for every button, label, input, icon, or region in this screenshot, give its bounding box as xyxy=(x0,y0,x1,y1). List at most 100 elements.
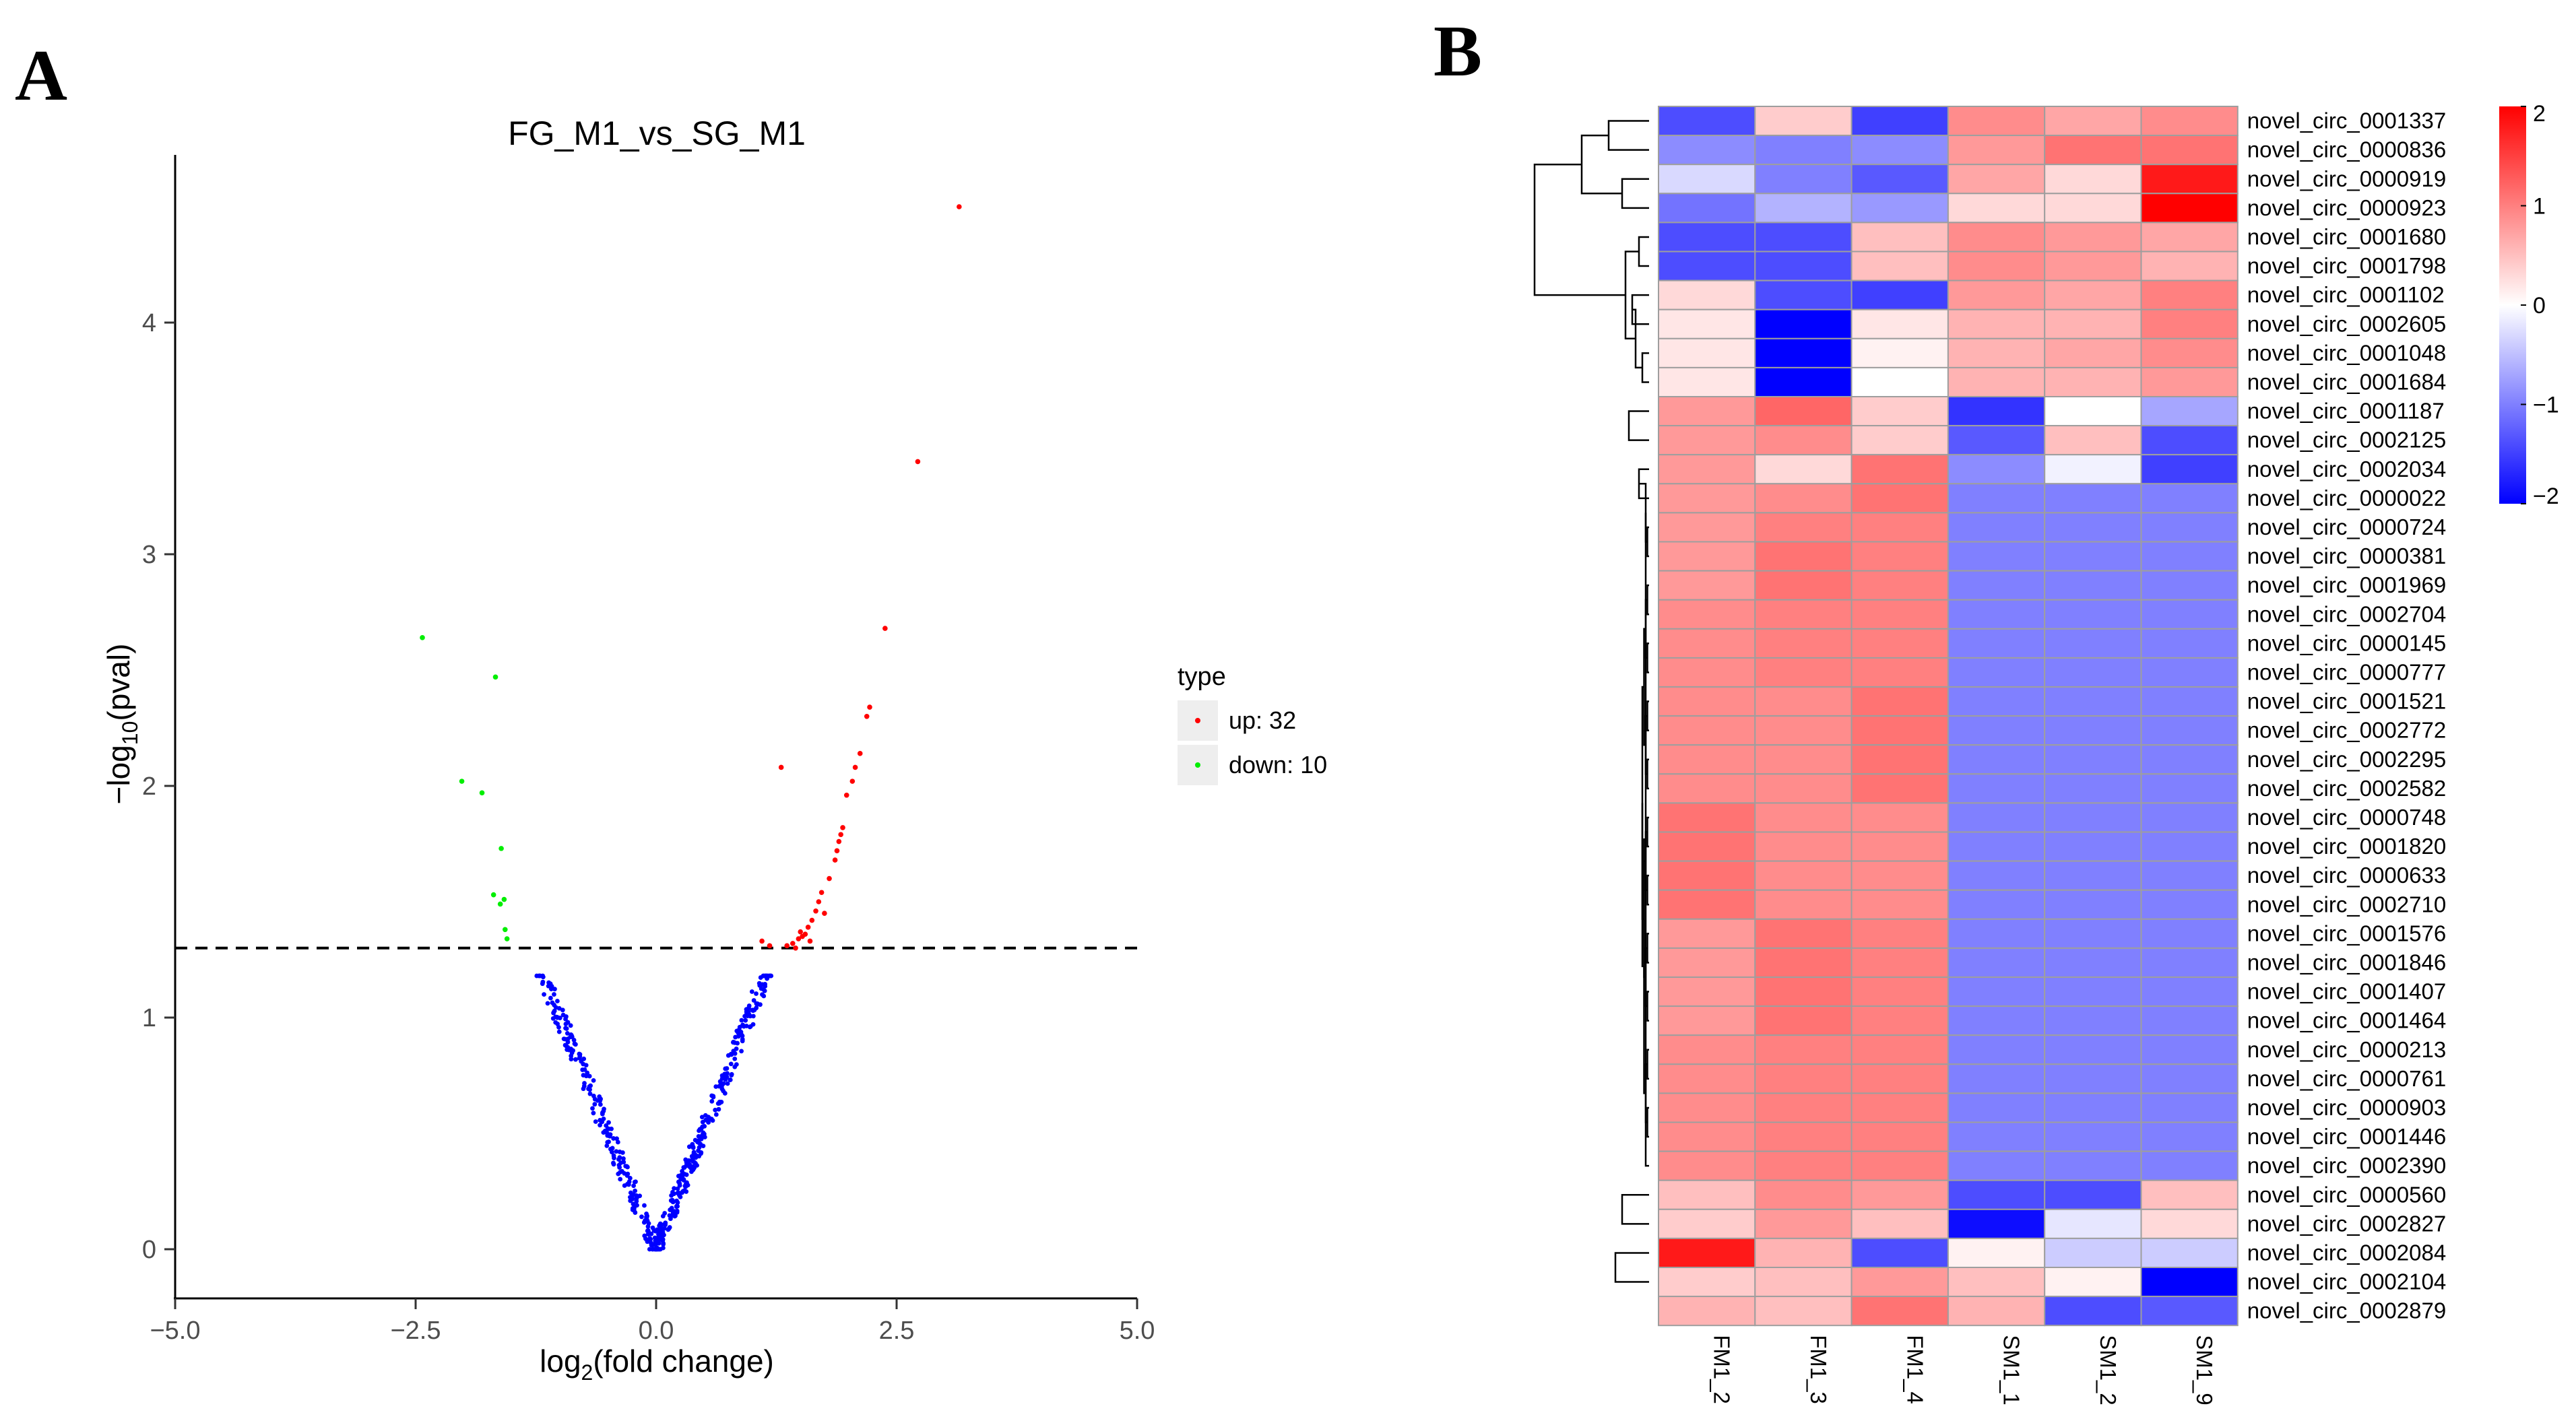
ns-point xyxy=(542,992,546,997)
up-point xyxy=(915,459,921,465)
row-label: novel_circ_0000213 xyxy=(2247,1037,2446,1062)
heatmap-cell xyxy=(1658,425,1756,456)
ns-point xyxy=(660,1245,666,1251)
x-tick-label: −5.0 xyxy=(150,1317,200,1345)
heatmap-cell xyxy=(1947,802,2046,833)
row-label: novel_circ_0002084 xyxy=(2247,1240,2446,1265)
heatmap-cell xyxy=(1947,483,2046,514)
row-label: novel_circ_0000724 xyxy=(2247,515,2446,539)
heatmap-cell xyxy=(1658,396,1756,427)
down-point xyxy=(490,892,496,898)
ns-point xyxy=(751,998,756,1003)
heatmap-cell xyxy=(1850,976,1949,1007)
ns-point xyxy=(619,1168,624,1174)
row-label: novel_circ_0001337 xyxy=(2247,108,2446,133)
volcano-title: FG_M1_vs_SG_M1 xyxy=(508,114,806,152)
dendrogram-branch xyxy=(1580,134,1622,195)
heatmap-cell xyxy=(2140,106,2239,137)
legend-key-dot xyxy=(1195,762,1200,768)
heatmap-cell xyxy=(1754,164,1853,195)
down-point xyxy=(492,674,498,680)
ns-point xyxy=(569,1053,574,1059)
colorbar-tick-label: −1 xyxy=(2533,393,2559,418)
heatmap-cell xyxy=(1754,947,1853,979)
heatmap-cell xyxy=(2140,1267,2239,1298)
row-label: novel_circ_0000022 xyxy=(2247,486,2446,510)
heatmap-cell xyxy=(2044,918,2142,949)
row-label: novel_circ_0001684 xyxy=(2247,369,2446,394)
heatmap-cell xyxy=(1850,773,1949,804)
ns-point xyxy=(675,1186,680,1191)
ns-point xyxy=(629,1194,635,1199)
ns-point xyxy=(696,1138,701,1144)
ns-point xyxy=(573,1042,578,1047)
heatmap-cell xyxy=(2044,541,2142,572)
colorbar-tick-label: 1 xyxy=(2533,194,2546,220)
ns-point xyxy=(563,1016,568,1022)
heatmap-cell xyxy=(1850,541,1949,572)
ns-point xyxy=(732,1056,738,1061)
dendrogram-branch xyxy=(1646,700,1649,731)
heatmap-cell xyxy=(2044,1296,2142,1327)
heatmap-cell xyxy=(1947,889,2046,920)
ns-point xyxy=(611,1160,616,1166)
heatmap-cell xyxy=(1754,773,1853,804)
ns-point xyxy=(763,982,768,987)
up-point xyxy=(818,890,825,896)
heatmap-cell xyxy=(1850,1267,1949,1298)
row-label: novel_circ_0000633 xyxy=(2247,863,2446,888)
heatmap-cell xyxy=(1658,599,1756,630)
heatmap-cell xyxy=(1754,512,1853,543)
ns-point xyxy=(713,1107,718,1113)
up-point xyxy=(805,925,811,930)
dendrogram-branch xyxy=(1646,874,1649,906)
ns-point xyxy=(587,1087,592,1092)
up-point xyxy=(759,938,765,944)
heatmap-cell xyxy=(1754,1063,1853,1094)
heatmap-cell xyxy=(2044,686,2142,717)
heatmap-cell xyxy=(1658,860,1756,891)
ns-point xyxy=(663,1220,668,1226)
ns-point xyxy=(581,1084,587,1089)
heatmap-cell xyxy=(1850,512,1949,543)
heatmap-cell xyxy=(2140,976,2239,1007)
heatmap-cell xyxy=(2140,222,2239,253)
heatmap-cell xyxy=(1947,1237,2046,1269)
ns-point xyxy=(676,1179,681,1185)
heatmap-cell xyxy=(2140,308,2239,339)
row-label: novel_circ_0002605 xyxy=(2247,311,2446,336)
ns-point xyxy=(647,1230,652,1236)
heatmap-cell xyxy=(1947,773,2046,804)
ns-point xyxy=(553,1005,558,1010)
ns-point xyxy=(564,1043,569,1049)
heatmap-cell xyxy=(1947,251,2046,281)
heatmap-cell xyxy=(2044,1063,2142,1094)
heatmap-cell xyxy=(1754,657,1853,688)
dendrogram-branch xyxy=(1646,991,1649,1022)
heatmap-cell xyxy=(1947,222,2046,253)
up-point xyxy=(843,792,849,798)
heatmap-cell xyxy=(2044,1150,2142,1181)
x-tick-label: −2.5 xyxy=(390,1317,441,1345)
heatmap-cell xyxy=(2140,889,2239,920)
ns-point xyxy=(631,1183,636,1189)
heatmap-cell xyxy=(1754,686,1853,717)
ns-point xyxy=(728,1061,734,1067)
row-label: novel_circ_0001820 xyxy=(2247,834,2446,859)
ns-point xyxy=(611,1153,616,1158)
ns-point xyxy=(692,1165,697,1170)
legend-label: up: 32 xyxy=(1229,706,1296,734)
heatmap-cell xyxy=(2140,425,2239,456)
heatmap-cell xyxy=(1658,918,1756,949)
ns-point xyxy=(597,1094,602,1099)
heatmap-cell xyxy=(1850,454,1949,485)
ns-point xyxy=(611,1136,616,1141)
ns-point xyxy=(683,1184,688,1189)
heatmap-cell xyxy=(1850,686,1949,717)
heatmap-cell xyxy=(1754,599,1853,630)
ns-point xyxy=(540,981,545,987)
ns-point xyxy=(729,1071,734,1077)
heatmap-cell xyxy=(2140,773,2239,804)
heatmap-cell xyxy=(1947,1092,2046,1123)
heatmap-cell xyxy=(1658,541,1756,572)
